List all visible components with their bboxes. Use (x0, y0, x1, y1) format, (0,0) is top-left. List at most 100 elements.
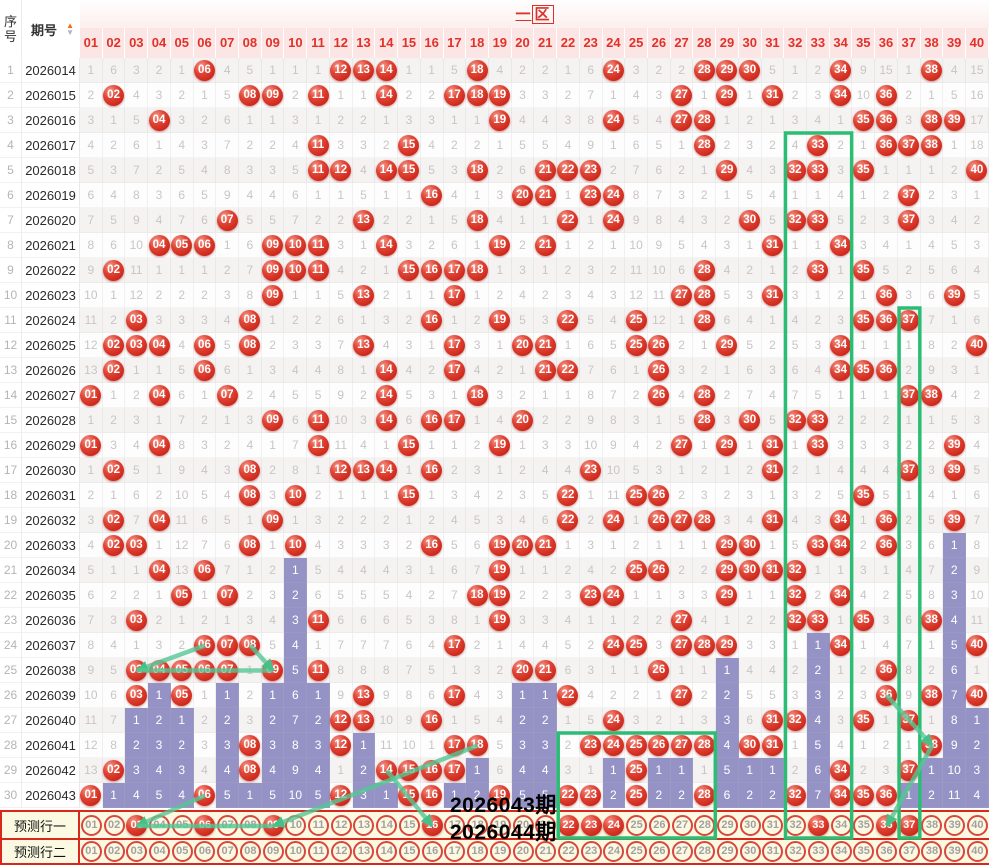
miss-count-cell: 5 (307, 558, 330, 583)
miss-count-cell: 6 (398, 408, 421, 433)
miss-count-cell: 3 (102, 608, 126, 633)
grid-cell: 14 (375, 158, 399, 183)
prediction-cell: 02 (103, 840, 126, 863)
miss-count-cell: 3 (148, 308, 171, 333)
row-seq: 24 (0, 633, 22, 658)
prediction-cell: 36 (875, 812, 898, 838)
drawn-number-circle: 39 (943, 109, 965, 131)
miss-streak-cell: 2 (966, 733, 989, 758)
miss-count-cell: 7 (466, 558, 489, 583)
miss-count-cell: 5 (511, 308, 535, 333)
miss-count-cell: 4 (488, 58, 512, 83)
drawn-number-circle: 26 (648, 509, 670, 531)
miss-count-cell: 1 (148, 408, 171, 433)
miss-count-cell: 5 (716, 283, 739, 308)
column-header: 17 (443, 28, 467, 58)
grid-cell: 20 (511, 183, 535, 208)
prediction-cell: 38 (921, 812, 944, 838)
prediction-cell: 38 (921, 840, 944, 863)
miss-count-cell: 1 (193, 383, 217, 408)
drawn-number-circle: 37 (898, 759, 920, 781)
drawn-number-circle: 33 (807, 259, 829, 281)
drawn-number-circle: 36 (875, 359, 897, 381)
miss-count-cell: 5 (443, 208, 467, 233)
miss-count-cell: 7 (125, 158, 149, 183)
miss-count-cell: 3 (488, 183, 512, 208)
miss-count-cell: 2 (534, 408, 558, 433)
miss-count-cell: 3 (307, 333, 330, 358)
miss-count-cell: 3 (670, 358, 694, 383)
drawn-number-circle: 02 (103, 84, 125, 106)
miss-count-cell: 4 (511, 633, 535, 658)
miss-count-cell: 2 (875, 408, 898, 433)
miss-count-cell: 4 (579, 558, 603, 583)
miss-count-cell: 1 (307, 633, 330, 658)
drawn-number-circle: 34 (830, 534, 852, 556)
miss-count-cell: 4 (716, 258, 739, 283)
grid-cell: 35 (852, 783, 876, 808)
grid-cell: 20 (511, 333, 535, 358)
miss-streak-cell: 5 (307, 783, 330, 808)
grid-cell: 29 (716, 58, 739, 83)
miss-count-cell: 2 (511, 58, 535, 83)
miss-count-cell: 8 (329, 358, 353, 383)
miss-count-cell: 3 (943, 358, 967, 383)
miss-count-cell: 1 (261, 58, 285, 83)
row-period: 2026028 (22, 408, 80, 433)
pred-divider-border (0, 838, 989, 840)
miss-count-cell: 1 (784, 233, 807, 258)
miss-count-cell: 7 (920, 308, 944, 333)
drawn-number-circle: 08 (239, 759, 261, 781)
drawn-number-circle: 17 (443, 734, 465, 756)
miss-streak-cell: 1 (511, 683, 535, 708)
number-outline-circle: 27 (671, 814, 693, 836)
miss-count-cell: 1 (125, 358, 149, 383)
miss-count-cell: 1 (602, 233, 626, 258)
grid-cell: 19 (488, 433, 512, 458)
miss-count-cell: 5 (738, 183, 762, 208)
sort-down-icon[interactable]: ▼ (66, 28, 74, 37)
grid-cell: 34 (829, 758, 853, 783)
miss-count-cell: 6 (375, 608, 399, 633)
period-sort-control[interactable]: ▲ ▼ (66, 21, 74, 37)
table-row: 13 2026026 13 02 1 1 5 06 6 1 3 4 4 8 1 14 4 2 17 4 2 1 21 22 7 6… (0, 358, 989, 383)
grid-cell: 19 (488, 533, 512, 558)
number-outline-circle: 16 (421, 841, 443, 862)
miss-streak-cell: 2 (352, 758, 376, 783)
sort-up-icon[interactable]: ▲ (66, 21, 74, 30)
drawn-number-circle: 28 (693, 309, 715, 331)
miss-count-cell: 1 (352, 83, 376, 108)
miss-count-cell: 4 (625, 83, 648, 108)
miss-count-cell: 6 (102, 58, 126, 83)
miss-count-cell: 1 (897, 733, 921, 758)
miss-count-cell: 4 (488, 408, 512, 433)
miss-count-cell: 1 (443, 108, 467, 133)
drawn-number-circle: 33 (807, 409, 829, 431)
drawn-number-circle: 09 (262, 84, 284, 106)
number-outline-circle: 37 (898, 841, 920, 862)
grid-cell: 21 (534, 158, 558, 183)
miss-count-cell: 6 (716, 308, 739, 333)
miss-streak-cell: 5 (716, 758, 739, 783)
drawn-number-circle: 32 (784, 559, 806, 581)
miss-count-cell: 3 (761, 358, 785, 383)
miss-streak-cell: 3 (716, 708, 739, 733)
drawn-number-circle: 08 (239, 334, 261, 356)
drawn-number-circle: 14 (375, 234, 397, 256)
miss-count-cell: 1 (329, 83, 353, 108)
grid-cell: 09 (261, 83, 285, 108)
miss-count-cell: 1 (602, 133, 626, 158)
drawn-number-circle: 23 (580, 159, 602, 181)
miss-count-cell: 8 (920, 333, 944, 358)
miss-count-cell: 2 (852, 533, 876, 558)
miss-count-cell: 1 (670, 658, 694, 683)
drawn-number-circle: 16 (421, 534, 443, 556)
row-period: 2026043 (22, 783, 80, 808)
column-header: 26 (647, 28, 671, 58)
miss-count-cell: 9 (329, 383, 353, 408)
miss-streak-cell: 4 (807, 708, 830, 733)
miss-streak-cell: 4 (966, 783, 989, 808)
miss-count-cell: 1 (193, 683, 217, 708)
prediction-cell: 21 (534, 812, 557, 838)
drawn-number-circle: 20 (512, 334, 534, 356)
